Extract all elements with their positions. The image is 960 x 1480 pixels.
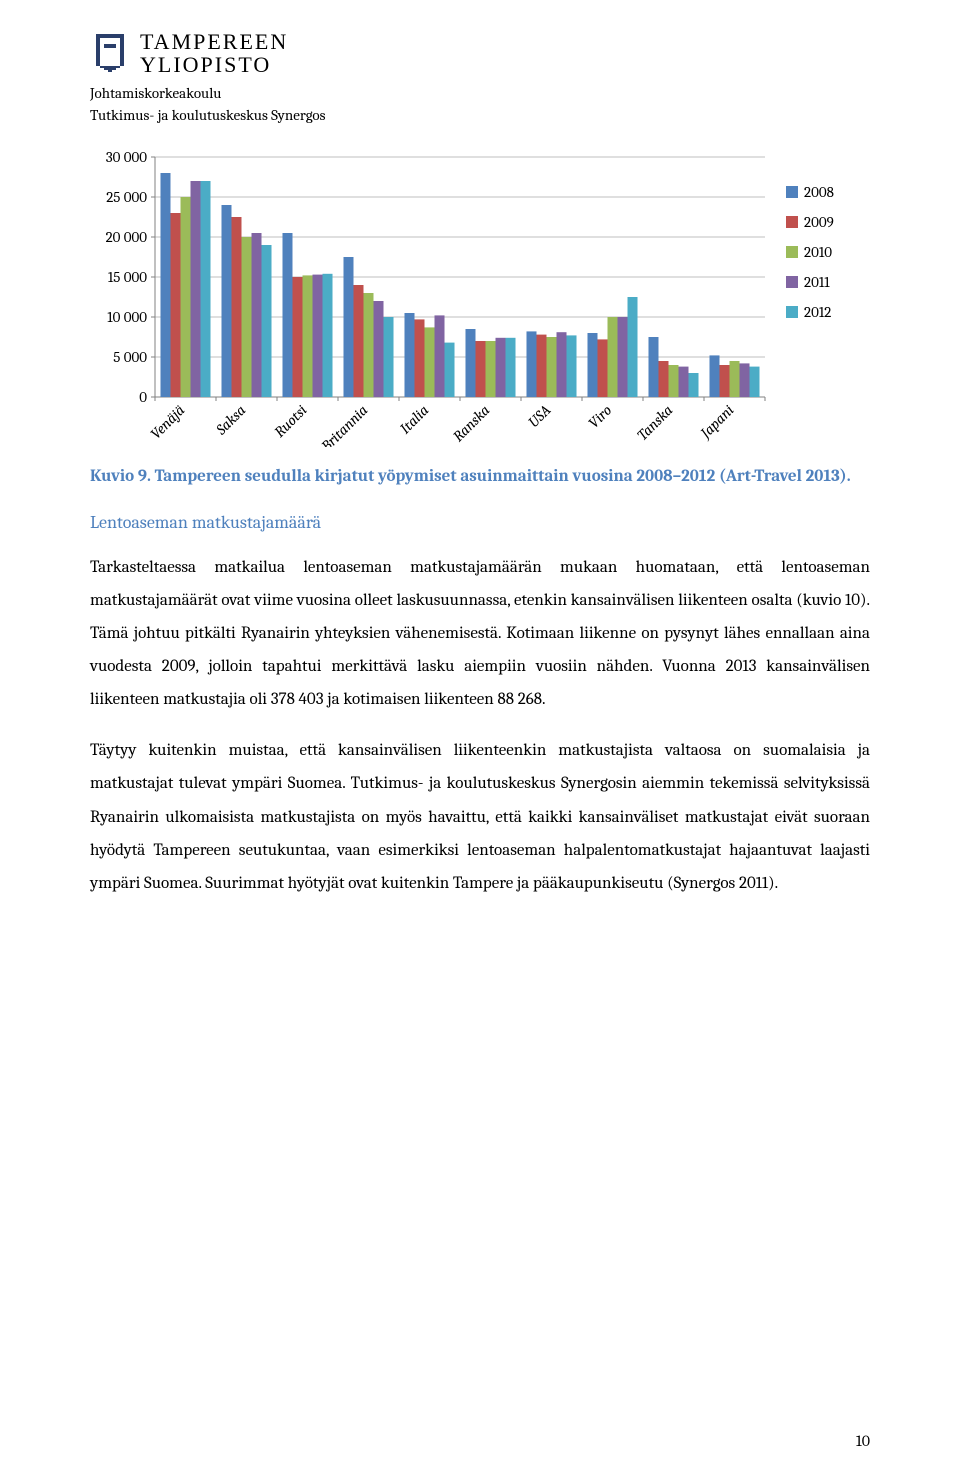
svg-text:USA: USA [525, 401, 555, 431]
bar-chart-block: 0 5 000 10 000 15 000 20 000 25 000 30 000 Venä… [90, 147, 870, 447]
university-name: TAMPEREEN YLIOPISTO [140, 30, 288, 76]
legend-swatch [786, 276, 798, 288]
svg-text:15 000: 15 000 [108, 268, 147, 286]
svg-text:Ranska: Ranska [449, 401, 493, 445]
legend-swatch [786, 216, 798, 228]
legend-label: 2008 [804, 177, 834, 207]
legend-item: 2009 [786, 207, 834, 237]
legend-item: 2008 [786, 177, 834, 207]
legend-label: 2011 [804, 267, 830, 297]
svg-text:Saksa: Saksa [212, 401, 250, 439]
legend-swatch [786, 186, 798, 198]
university-logo-icon [90, 30, 130, 82]
page-number: 10 [856, 1432, 870, 1450]
university-name-line1: TAMPEREEN [140, 29, 288, 54]
caption-text: Tampereen seudulla kirjatut yöpymiset as… [155, 467, 851, 486]
body-paragraph-1: Tarkasteltaessa matkailua lentoaseman ma… [90, 551, 870, 717]
body-paragraph-2: Täytyy kuitenkin muistaa, että kansainvä… [90, 734, 870, 900]
legend-item: 2010 [786, 237, 834, 267]
legend-item: 2012 [786, 297, 834, 327]
legend-label: 2010 [804, 237, 832, 267]
figure-caption: Kuvio 9. Tampereen seudulla kirjatut yöp… [90, 465, 870, 490]
legend-label: 2009 [804, 207, 834, 237]
svg-text:Venäjä: Venäjä [147, 401, 189, 443]
legend-item: 2011 [786, 267, 834, 297]
department-name: Johtamiskorkeakoulu [90, 84, 870, 104]
svg-text:25 000: 25 000 [106, 188, 147, 206]
university-name-line2: YLIOPISTO [140, 52, 271, 77]
section-heading: Lentoaseman matkustajamäärä [90, 512, 870, 533]
svg-text:0: 0 [139, 388, 147, 406]
legend-swatch [786, 246, 798, 258]
svg-text:Tanska: Tanska [634, 401, 677, 444]
svg-text:5 000: 5 000 [113, 348, 147, 366]
svg-text:Iso-Britannia: Iso-Britannia [302, 401, 372, 447]
svg-text:Ruotsi: Ruotsi [271, 401, 311, 441]
svg-text:20 000: 20 000 [106, 228, 148, 246]
page-header: TAMPEREEN YLIOPISTO [90, 30, 870, 82]
chart-legend: 20082009201020112012 [786, 177, 834, 327]
center-name: Tutkimus- ja koulutuskeskus Synergos [90, 106, 870, 126]
svg-text:Japani: Japani [696, 401, 737, 442]
svg-text:10 000: 10 000 [107, 308, 147, 326]
legend-label: 2012 [804, 297, 831, 327]
svg-text:Viro: Viro [585, 401, 616, 432]
legend-swatch [786, 306, 798, 318]
bar-chart: 0 5 000 10 000 15 000 20 000 25 000 30 000 Venä… [90, 147, 780, 447]
svg-text:30 000: 30 000 [106, 148, 147, 166]
caption-prefix: Kuvio 9. [90, 467, 155, 486]
svg-text:Italia: Italia [396, 401, 432, 437]
